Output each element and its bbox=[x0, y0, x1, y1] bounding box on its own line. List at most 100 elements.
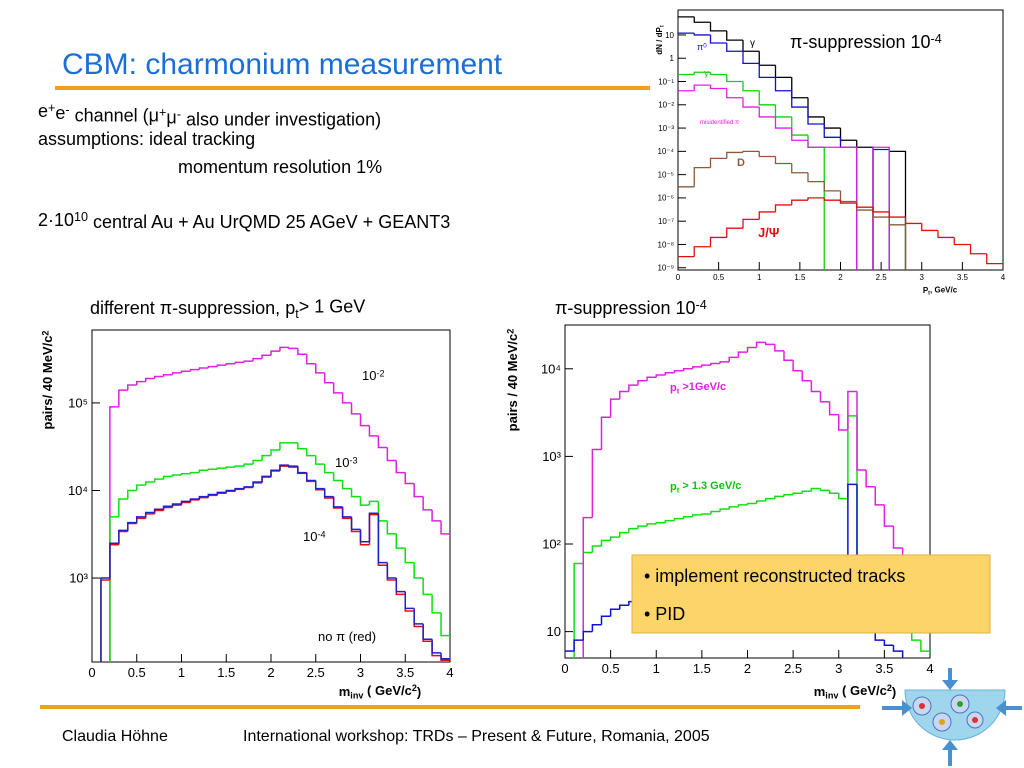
histogram-bin bbox=[807, 172, 825, 183]
histogram-bin bbox=[646, 523, 657, 527]
histogram-bin bbox=[774, 344, 784, 352]
histogram-bin bbox=[888, 150, 907, 270]
histogram-bin bbox=[118, 529, 128, 544]
histogram-bin bbox=[162, 373, 173, 377]
histogram-bin bbox=[261, 354, 271, 359]
histogram-bin bbox=[619, 390, 629, 400]
text-run: 2 bbox=[40, 330, 50, 335]
chart: 10 10² 10³ 10⁴ 0 0.5 1 1.5 2 2.5 3 3.5 4 π-suppressio… bbox=[505, 298, 934, 701]
histogram-bin bbox=[682, 368, 693, 371]
histogram-bin bbox=[710, 362, 721, 366]
histogram-bin bbox=[726, 43, 743, 52]
histogram-bin bbox=[171, 474, 182, 477]
histogram-bin bbox=[792, 360, 803, 372]
x-tick-label: 0 bbox=[88, 665, 95, 680]
histogram-bin bbox=[872, 148, 890, 270]
histogram-bin bbox=[109, 406, 119, 662]
histogram-bin bbox=[225, 362, 236, 366]
y-axis-label: pairs / 40 MeV/c2 bbox=[505, 329, 520, 432]
histogram-bin bbox=[774, 156, 792, 165]
histogram-bin bbox=[591, 545, 602, 553]
histogram-bin bbox=[136, 516, 146, 523]
histogram-bin bbox=[100, 579, 110, 662]
histogram-bin bbox=[609, 608, 620, 617]
histogram-bin bbox=[270, 470, 280, 478]
histogram-bin bbox=[350, 516, 361, 531]
text-run: p bbox=[670, 481, 677, 493]
histogram-bin bbox=[422, 578, 433, 596]
histogram-bin bbox=[261, 454, 271, 461]
y-tick-label: 10⁻⁹ bbox=[657, 264, 674, 273]
histogram-bin bbox=[153, 509, 164, 514]
text-run: p bbox=[670, 382, 677, 394]
histogram-bin bbox=[243, 360, 254, 363]
histogram-bin bbox=[368, 425, 379, 437]
histogram-bin bbox=[582, 630, 593, 641]
annotation: pt > 1.3 GeV/c bbox=[670, 480, 741, 494]
histogram-bin bbox=[243, 463, 254, 467]
histogram-bin bbox=[359, 531, 370, 546]
histogram-bin bbox=[422, 496, 433, 511]
histogram-bin bbox=[136, 517, 146, 524]
histogram-bin bbox=[127, 521, 137, 531]
histogram-bin bbox=[693, 33, 711, 36]
text-run: inv bbox=[350, 691, 364, 701]
histogram-bin bbox=[136, 380, 146, 386]
histogram-bin bbox=[413, 608, 424, 625]
y-tick-label: 10⁻² bbox=[658, 101, 674, 110]
chart-title: π-suppression 10-4 bbox=[790, 32, 942, 52]
histogram-bin bbox=[807, 107, 825, 125]
chart-title: π-suppression 10-4 bbox=[555, 298, 707, 318]
text-run: ( GeV/c bbox=[838, 683, 886, 698]
histogram-bin bbox=[839, 128, 857, 141]
histogram-bin bbox=[386, 562, 397, 579]
histogram-bin bbox=[728, 506, 739, 510]
annotation: pt >1GeV/c bbox=[670, 381, 726, 395]
histogram-bin bbox=[619, 531, 629, 538]
x-tick-label: 2 bbox=[744, 661, 751, 676]
histogram-bin bbox=[582, 516, 593, 658]
text-run: -2 bbox=[376, 368, 384, 378]
histogram-bin bbox=[692, 366, 702, 369]
histogram-bin bbox=[693, 246, 711, 257]
y-tick-label: 10² bbox=[542, 537, 561, 552]
annotation: no π (red) bbox=[318, 629, 376, 644]
text-run: inv bbox=[825, 691, 839, 701]
histogram-bin bbox=[709, 34, 727, 44]
histogram-bin bbox=[171, 372, 182, 375]
text-run: P bbox=[923, 286, 929, 295]
chart: 10³ 10⁴ 10⁵ 0 0.5 1 1.5 2 2.5 3 3.5 4 different π-su… bbox=[40, 296, 454, 700]
histogram-bin bbox=[726, 227, 743, 238]
x-tick-label: 2 bbox=[267, 665, 274, 680]
histogram-bin bbox=[758, 51, 776, 66]
text-run: 0 bbox=[703, 42, 707, 49]
y-tick-label: 10⁴ bbox=[68, 483, 88, 498]
annotation: D bbox=[737, 157, 745, 169]
histogram-bin bbox=[619, 604, 629, 610]
histogram-bin bbox=[341, 480, 352, 490]
x-tick-label: 1.5 bbox=[217, 665, 235, 680]
histogram-bin bbox=[207, 365, 218, 369]
histogram-bin bbox=[315, 455, 325, 465]
text-run: pairs/ 40 MeV/c bbox=[40, 336, 55, 430]
x-tick-label: 0 bbox=[561, 661, 568, 676]
histogram-bin bbox=[801, 370, 812, 382]
histogram-bin bbox=[431, 509, 442, 522]
histogram-bin bbox=[306, 472, 316, 482]
histogram-bin bbox=[682, 515, 693, 519]
text-run: misidentified π bbox=[700, 120, 739, 126]
histogram-bin bbox=[404, 472, 415, 485]
histogram-bin bbox=[216, 492, 227, 496]
histogram-bin bbox=[189, 499, 200, 503]
body-line: 2·1010 central Au + Au UrQMD 25 AGeV + G… bbox=[38, 210, 450, 232]
histogram-bin bbox=[774, 65, 792, 79]
histogram-bin bbox=[153, 375, 164, 379]
histogram-bin bbox=[742, 218, 760, 229]
histogram-bin bbox=[693, 84, 711, 91]
histogram-bin bbox=[755, 341, 766, 348]
text-run: 2 bbox=[412, 683, 417, 693]
histogram-bin bbox=[791, 128, 808, 141]
histogram-bin bbox=[883, 640, 894, 646]
